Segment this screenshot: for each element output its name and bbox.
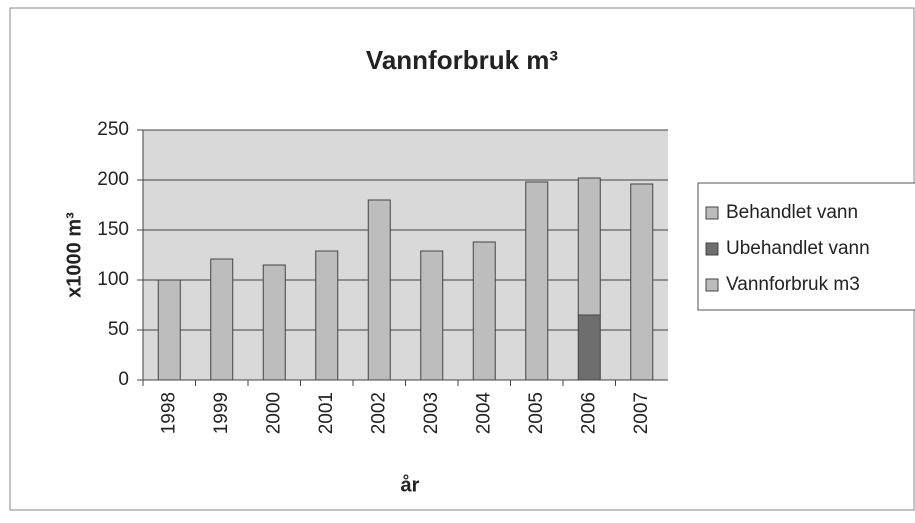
bar-segment <box>577 314 601 381</box>
legend-swatch <box>705 206 719 220</box>
y-tick-label: 100 <box>97 269 129 290</box>
x-tick-label: 1998 <box>158 392 179 434</box>
bar-segment <box>262 264 286 381</box>
y-tick-label: 50 <box>108 319 129 340</box>
y-tick-label: 200 <box>97 169 129 190</box>
x-tick-label: 2007 <box>631 392 652 434</box>
bar-segment <box>577 177 601 316</box>
y-tick-label: 150 <box>97 219 129 240</box>
bar-segment <box>157 279 181 381</box>
x-tick-label: 2006 <box>578 392 599 434</box>
x-tick-label: 1999 <box>211 392 232 434</box>
y-axis-label: x1000 m³ <box>63 212 85 298</box>
y-tick-label: 250 <box>97 119 129 140</box>
legend-swatch <box>705 278 719 292</box>
bar-segment <box>472 241 496 381</box>
y-tick-label: 0 <box>118 369 129 390</box>
bar-segment <box>525 181 549 381</box>
x-axis-label: år <box>401 473 420 496</box>
legend-label: Vannforbruk m3 <box>726 274 860 295</box>
bar-segment <box>315 250 339 381</box>
legend-box <box>697 182 915 311</box>
bar-segment <box>367 199 391 381</box>
x-tick-label: 2004 <box>473 392 494 435</box>
chart-title: Vannforbruk m³ <box>366 45 558 75</box>
legend-label: Ubehandlet vann <box>726 238 870 259</box>
x-tick-label: 2001 <box>316 392 337 434</box>
legend-label: Behandlet vann <box>726 202 858 223</box>
x-tick-label: 2003 <box>421 392 442 434</box>
legend-swatch <box>705 242 719 256</box>
x-tick-label: 2002 <box>368 392 389 434</box>
x-tick-label: 2000 <box>263 392 284 434</box>
bar-segment <box>210 258 234 381</box>
bar-segment <box>420 250 444 381</box>
bar-segment <box>630 183 654 381</box>
x-tick-label: 2005 <box>526 392 547 434</box>
